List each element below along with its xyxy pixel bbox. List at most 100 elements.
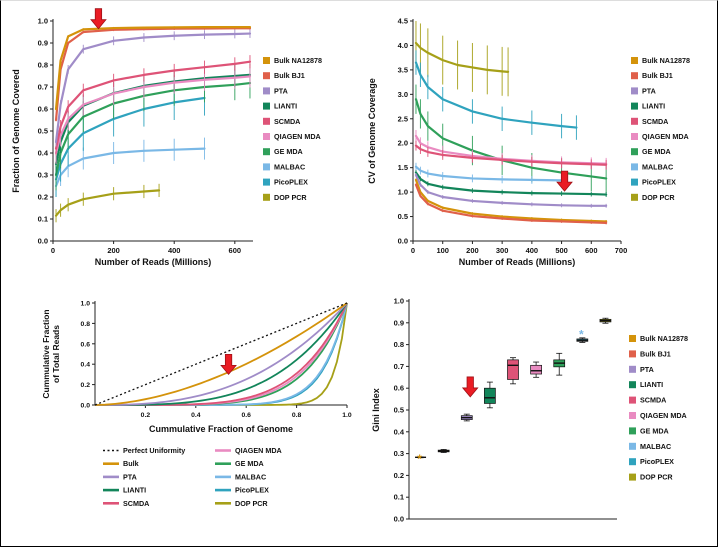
red-arrow-annotation [220, 354, 237, 376]
bulk_na-legend-label: Bulk NA12878 [274, 56, 322, 65]
y-axis-label: Fraction of Genome Covered [11, 69, 21, 193]
lorenz-plot: 0.0 0.2 0.4 0.6 0.8 1.0 0.2 0.4 0.6 0.8 1.0 Cummula… [41, 301, 352, 508]
scmda-legend-swatch [631, 117, 638, 125]
svg-text:0.8: 0.8 [38, 61, 48, 70]
pta-legend-label: PTA [640, 365, 654, 374]
svg-text:300: 300 [496, 246, 509, 255]
malbac-legend-label: MALBAC [235, 472, 266, 481]
svg-text:1.5: 1.5 [398, 163, 408, 172]
malbac-legend-label: MALBAC [642, 162, 673, 171]
genome-coverage-chart: 0.0 0.1 0.2 0.3 0.4 0.5 0.6 0.7 0.8 0.9 1.0 0 200 400… [7, 7, 359, 284]
cv-plot: 0.0 0.5 1.0 1.5 2.0 2.5 3.0 3.5 4.0 4.5 0 100 200 300… [367, 17, 690, 268]
svg-text:700: 700 [615, 246, 628, 255]
qiagen-legend-label: QIAGEN MDA [642, 132, 689, 141]
lianti-legend-label: LIANTI [640, 380, 663, 389]
lorenz-curve-chart: 0.0 0.2 0.4 0.6 0.8 1.0 0.2 0.4 0.6 0.8 1.0 Cummula… [7, 293, 363, 546]
svg-text:0: 0 [51, 246, 55, 255]
pta-legend-label: PTA [642, 86, 656, 95]
qiagen-series-line [54, 75, 252, 155]
svg-text:0.7: 0.7 [394, 362, 404, 371]
pta-lorenz-curve [94, 302, 348, 406]
svg-text:0.6: 0.6 [241, 412, 251, 419]
ge_mda-legend-swatch [629, 427, 636, 435]
bulk_bj1-series-line [54, 27, 252, 122]
dop-series-line [414, 41, 510, 73]
ge_mda-legend-swatch [631, 148, 638, 156]
perfect-legend-label: Perfect Uniformity [123, 446, 185, 455]
svg-text:0.2: 0.2 [394, 471, 404, 480]
y-axis-label: Gini Index [371, 388, 381, 432]
x-axis-label: Number of Reads (Millions) [459, 257, 576, 267]
lianti-legend-swatch [629, 381, 636, 389]
perfect-lorenz-curve [94, 302, 348, 406]
svg-text:1.0: 1.0 [38, 17, 48, 26]
y-axis-label-line1: Cummulative Fraction [41, 309, 51, 398]
y-axis-label: CV of Genome Coverage [367, 78, 377, 184]
svg-text:0.2: 0.2 [141, 412, 151, 419]
bulk_na-legend-swatch [263, 57, 270, 64]
scmda-box [507, 359, 519, 380]
lianti-legend-label: LIANTI [123, 486, 146, 495]
ge_mda-legend-label: GE MDA [274, 147, 303, 156]
gini-plot: 0.0 0.1 0.2 0.3 0.4 0.5 0.6 0.7 0.8 0.9 1.0 * * Gini … [371, 297, 688, 524]
red-arrow-annotation [556, 170, 573, 192]
svg-text:1.0: 1.0 [398, 188, 408, 197]
picoplex-series-line [414, 61, 578, 129]
svg-text:600: 600 [229, 246, 242, 255]
svg-text:200: 200 [107, 246, 120, 255]
scmda-legend-label: SCMDA [642, 117, 668, 126]
scmda-legend-swatch [263, 117, 270, 125]
svg-text:0.0: 0.0 [38, 237, 48, 246]
svg-text:1.0: 1.0 [342, 412, 352, 419]
svg-text:3.0: 3.0 [398, 90, 408, 99]
svg-text:200: 200 [466, 246, 479, 255]
qiagen-box [530, 364, 542, 375]
svg-text:4.5: 4.5 [398, 17, 408, 26]
dop-legend-label: DOP PCR [640, 473, 673, 482]
y-axis-label-line2: of Total Reads [51, 325, 61, 383]
dop-legend-label: DOP PCR [274, 193, 307, 202]
lianti-legend-swatch [631, 102, 638, 110]
svg-text:0.7: 0.7 [38, 83, 48, 92]
svg-text:0.8: 0.8 [81, 321, 91, 328]
bulk_na-series-line [54, 26, 252, 111]
qiagen-legend-label: QIAGEN MDA [640, 411, 687, 420]
svg-text:0.4: 0.4 [191, 412, 201, 419]
svg-text:1.0: 1.0 [81, 301, 91, 308]
bulk-legend-label: Bulk [123, 459, 139, 468]
lianti-series-line [414, 171, 608, 196]
svg-text:0.0: 0.0 [394, 515, 404, 524]
pta-legend-label: PTA [274, 86, 288, 95]
svg-text:500: 500 [555, 246, 568, 255]
scmda-legend-label: SCMDA [274, 117, 300, 126]
pta-legend-label: PTA [123, 472, 137, 481]
svg-text:0.6: 0.6 [81, 341, 91, 348]
gini-index-boxplot: 0.0 0.1 0.2 0.3 0.4 0.5 0.6 0.7 0.8 0.9 1.0 * * Gini … [367, 289, 715, 546]
picoplex-series-line [54, 96, 206, 181]
lianti-legend-swatch [263, 102, 270, 110]
pta-series-line [414, 173, 608, 207]
ge_mda-series-line [54, 81, 252, 177]
dop-legend-swatch [631, 193, 638, 201]
svg-text:0.5: 0.5 [38, 127, 48, 136]
qiagen-legend-swatch [629, 412, 636, 419]
cv-coverage-chart: 0.0 0.5 1.0 1.5 2.0 2.5 3.0 3.5 4.0 4.5 0 100 200 300… [363, 7, 715, 284]
malbac-legend-label: MALBAC [640, 442, 671, 451]
pta-legend-swatch [263, 87, 270, 95]
svg-text:0.6: 0.6 [38, 105, 48, 114]
scmda-legend-label: SCMDA [640, 396, 666, 405]
malbac-legend-swatch [631, 163, 638, 171]
dop-legend-label: DOP PCR [642, 193, 675, 202]
svg-text:1.0: 1.0 [394, 297, 404, 306]
ge_mda-legend-swatch [263, 148, 270, 156]
dop-legend-swatch [629, 473, 636, 481]
svg-text:400: 400 [526, 246, 539, 255]
bulk_bj1-series-line [414, 183, 608, 225]
red-arrow-annotation [461, 376, 479, 398]
picoplex-legend-swatch [629, 458, 636, 466]
svg-text:0.6: 0.6 [394, 384, 404, 393]
coverage-plot: 0.0 0.1 0.2 0.3 0.4 0.5 0.6 0.7 0.8 0.9 1.0 0 200 400… [11, 8, 322, 267]
picoplex-legend-swatch [263, 178, 270, 186]
malbac-legend-swatch [263, 163, 270, 171]
malbac-series-line [414, 165, 563, 182]
